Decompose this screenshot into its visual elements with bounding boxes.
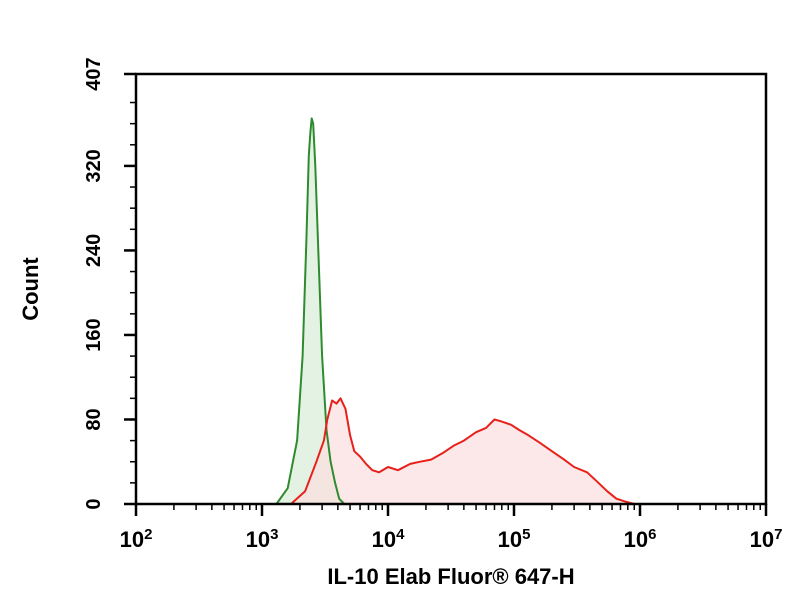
series-1-line: [275, 117, 346, 505]
x-tick-base: 10: [750, 527, 774, 552]
y-axis-ticks: [124, 72, 136, 506]
y-axis-title: Count: [18, 257, 43, 321]
x-tick-exponent: 4: [396, 526, 405, 543]
y-tick-label: 0: [83, 498, 105, 509]
x-tick-exponent: 5: [522, 526, 530, 543]
plot-area: [275, 117, 640, 505]
x-tick-exponent: 2: [144, 526, 152, 543]
y-axis-tick-labels: 0 80 160 240 320 407: [83, 57, 105, 509]
series-2-line: [290, 397, 640, 505]
x-tick-exponent: 7: [774, 526, 782, 543]
x-tick-base: 10: [498, 527, 522, 552]
plot-frame: [134, 72, 768, 506]
series-2-fill: [291, 398, 640, 504]
x-tick-base: 10: [372, 527, 396, 552]
series-layer: [275, 117, 640, 505]
x-axis-title: IL-10 Elab Fluor® 647-H: [327, 564, 574, 589]
x-axis-ticks: [134, 504, 768, 516]
x-tick-label: 102: [120, 526, 153, 552]
y-tick-label: 80: [83, 408, 105, 430]
y-tick-label: 407: [83, 57, 105, 90]
x-tick-base: 10: [120, 527, 144, 552]
series-1-fill: [276, 118, 345, 505]
x-tick-label: 105: [498, 526, 531, 552]
y-tick-label: 320: [83, 149, 105, 182]
x-tick-exponent: 6: [648, 526, 656, 543]
x-axis-tick-labels: 102 103 104 105 106 107: [120, 526, 783, 552]
y-tick-label: 240: [83, 234, 105, 267]
x-tick-label: 106: [624, 526, 657, 552]
x-tick-exponent: 3: [270, 526, 278, 543]
x-tick-base: 10: [246, 527, 270, 552]
x-tick-label: 104: [372, 526, 405, 552]
x-tick-base: 10: [624, 527, 648, 552]
x-tick-label: 107: [750, 526, 783, 552]
x-tick-label: 103: [246, 526, 279, 552]
y-tick-label: 160: [83, 318, 105, 351]
